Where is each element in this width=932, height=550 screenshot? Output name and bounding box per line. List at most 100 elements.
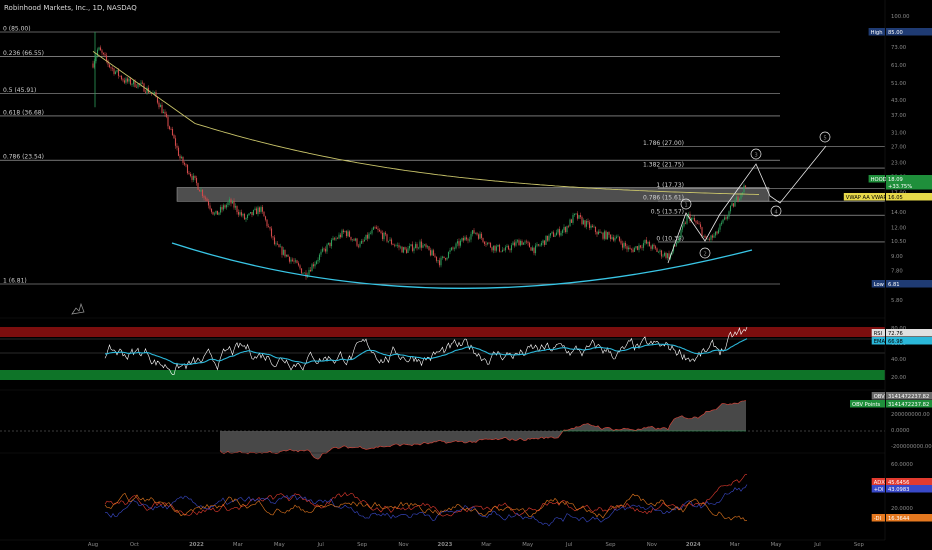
- candle-body: [263, 211, 265, 217]
- candle-body: [225, 204, 228, 208]
- candle-body: [699, 224, 702, 228]
- candle-body: [203, 196, 205, 198]
- candle-body: [99, 47, 102, 51]
- dmi-tick-label: 60.0000: [891, 462, 914, 468]
- candle-body: [149, 92, 151, 94]
- candle-body: [393, 244, 396, 246]
- obv-points-badge-tag-label: OBV Points: [852, 402, 881, 408]
- candle-body: [177, 147, 180, 156]
- candle-body: [357, 245, 360, 247]
- candle-body: [146, 87, 148, 93]
- candle-body: [545, 235, 547, 245]
- candle-body: [519, 240, 522, 246]
- candle-body: [513, 242, 516, 246]
- hood-price-badge-tag: [868, 175, 885, 183]
- candle-body: [729, 205, 732, 212]
- candle-body: [536, 244, 538, 246]
- candle-body: [191, 176, 193, 180]
- candle-body: [186, 164, 189, 174]
- candle-body: [321, 248, 324, 252]
- candle-body: [522, 242, 525, 245]
- candle-body: [201, 189, 204, 197]
- candle-body: [633, 248, 636, 252]
- candle-body: [497, 244, 499, 247]
- candle-body: [317, 259, 319, 262]
- candle-body: [414, 244, 417, 249]
- candle-body: [290, 259, 292, 262]
- dip-badge-value: 43.0983: [888, 487, 909, 493]
- dmi-adx-line: [104, 474, 748, 517]
- obv-pane[interactable]: [0, 400, 885, 460]
- candle-body: [111, 68, 114, 69]
- candle-body: [155, 91, 157, 97]
- candle-body: [585, 220, 588, 227]
- candle-body: [327, 242, 330, 245]
- candle-body: [587, 220, 589, 223]
- fib-ext-label: 0 (10.38): [656, 235, 684, 242]
- candle-body: [569, 219, 571, 227]
- candle-body: [674, 245, 676, 247]
- candle-body: [315, 261, 318, 264]
- candle-body: [689, 213, 691, 222]
- candle-body: [591, 225, 594, 228]
- candle-body: [96, 49, 99, 56]
- candle-body: [474, 232, 477, 234]
- candle-body: [137, 83, 139, 88]
- candle-body: [531, 247, 534, 251]
- hood-change-badge-value: +33.75%: [888, 184, 912, 190]
- candle-body: [134, 80, 136, 88]
- wave-marker: [680, 198, 692, 210]
- candle-body: [179, 155, 181, 159]
- candle-body: [543, 240, 546, 245]
- candle-body: [401, 246, 403, 253]
- candle-body: [693, 217, 696, 222]
- price-pane[interactable]: 0 (85.00) 0.236 (66.55) 0.5 (45.91) 0.618 (…: [0, 26, 885, 315]
- hood-price-badge-tag-label: HOOD: [871, 177, 887, 183]
- rsi-ema-badge-value: 66.98: [888, 339, 903, 345]
- dim-badge-tag: [871, 514, 885, 522]
- candle-body: [219, 207, 222, 213]
- candle-body: [657, 251, 660, 253]
- dmi-pane[interactable]: [104, 474, 748, 527]
- candle-body: [473, 230, 475, 234]
- candle-body: [594, 226, 597, 232]
- candle-body: [684, 222, 687, 224]
- candle-body: [593, 226, 595, 228]
- rsi-tick-label: 40.00: [891, 357, 907, 363]
- candle-body: [476, 232, 478, 235]
- candle-body: [446, 257, 448, 260]
- candle-body: [660, 250, 663, 257]
- candle-body: [621, 243, 624, 248]
- candle-body: [423, 244, 426, 246]
- price-tick-label: 23.00: [891, 160, 907, 166]
- high-badge-tag: [868, 28, 885, 36]
- candle-body: [303, 272, 306, 274]
- candle-body: [744, 185, 747, 188]
- candle-body: [237, 212, 240, 215]
- candle-body: [741, 192, 744, 194]
- obv-tick-label: -200000000.00: [891, 444, 932, 450]
- candle-body: [254, 208, 256, 211]
- candle-body: [738, 198, 741, 201]
- candle-body: [302, 273, 304, 274]
- candle-body: [596, 231, 598, 235]
- dip-badge-tag: [871, 485, 885, 493]
- price-tick-label: 9.00: [891, 254, 903, 260]
- candle-body: [648, 241, 651, 247]
- candle-body: [257, 207, 259, 215]
- time-tick-label: Sep: [854, 542, 865, 548]
- candle-body: [276, 243, 279, 245]
- candle-body: [161, 104, 163, 114]
- candle-body: [549, 233, 552, 236]
- dip-badge-tag-label: +DI: [874, 487, 884, 493]
- candle-body: [300, 268, 303, 274]
- rsi-pane[interactable]: [0, 326, 885, 380]
- candle-body: [504, 247, 507, 251]
- candle-body: [119, 75, 121, 77]
- candle-body: [701, 227, 703, 237]
- candle-body: [104, 54, 106, 56]
- candle-body: [479, 233, 481, 239]
- hood-price-badge-value: 18.09: [888, 177, 903, 183]
